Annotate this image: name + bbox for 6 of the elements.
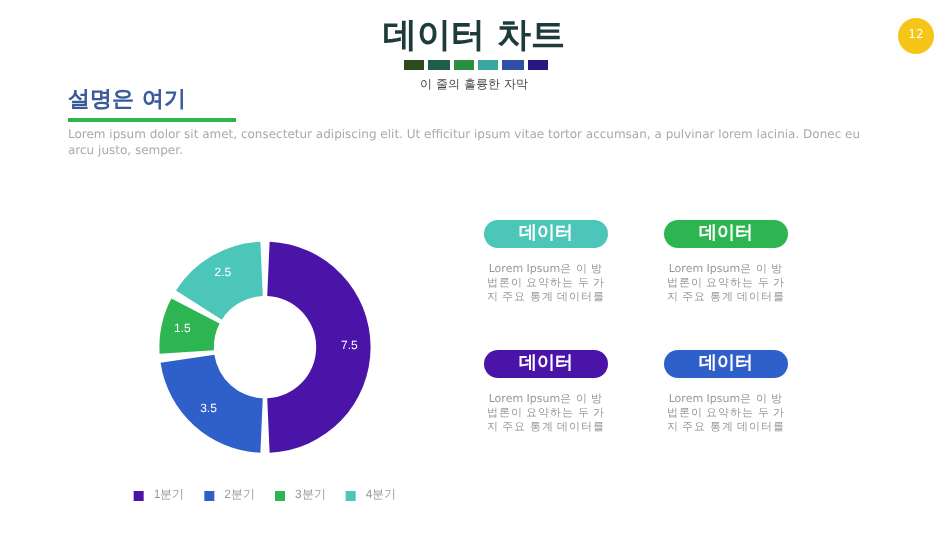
text: 데이터 bbox=[664, 220, 788, 248]
text: 데이터 bbox=[664, 350, 788, 378]
text: 데이터 bbox=[484, 220, 608, 248]
text: 데이터 bbox=[484, 350, 608, 378]
text: 설명은 여기 bbox=[68, 84, 236, 122]
text: 데이터 차트 bbox=[383, 16, 565, 56]
